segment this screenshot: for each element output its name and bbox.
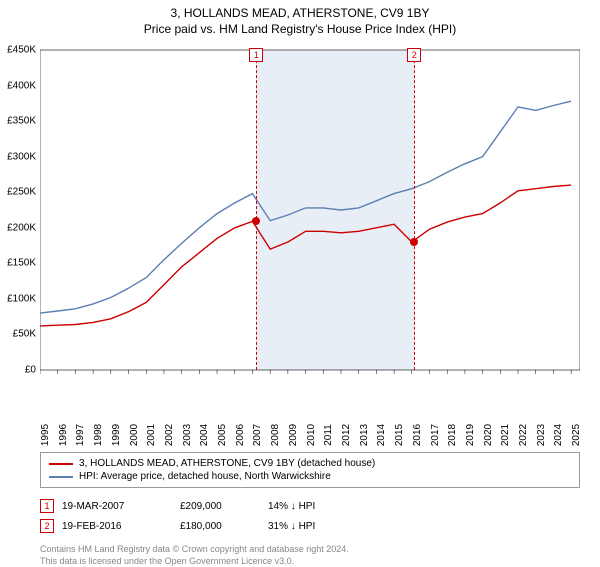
x-axis-label: 2001 <box>146 424 157 446</box>
chart-subtitle: Price paid vs. HM Land Registry's House … <box>0 20 600 40</box>
sale-price: £209,000 <box>180 501 260 512</box>
sale-row: 2 19-FEB-2016 £180,000 31% ↓ HPI <box>40 516 580 536</box>
x-axis-label: 2019 <box>465 424 476 446</box>
sale-point-marker <box>410 238 418 246</box>
footnote-line: Contains HM Land Registry data © Crown c… <box>40 544 580 556</box>
line-chart <box>40 40 580 380</box>
y-axis-label: £450K <box>7 45 36 56</box>
legend-item: 3, HOLLANDS MEAD, ATHERSTONE, CV9 1BY (d… <box>49 457 571 470</box>
legend: 3, HOLLANDS MEAD, ATHERSTONE, CV9 1BY (d… <box>40 452 580 488</box>
sale-row: 1 19-MAR-2007 £209,000 14% ↓ HPI <box>40 496 580 516</box>
legend-item: HPI: Average price, detached house, Nort… <box>49 470 571 483</box>
x-axis-label: 1999 <box>111 424 122 446</box>
y-axis-label: £200K <box>7 222 36 233</box>
x-axis-label: 1998 <box>93 424 104 446</box>
x-axis-label: 2024 <box>553 424 564 446</box>
x-axis-label: 2023 <box>536 424 547 446</box>
x-axis-label: 2012 <box>341 424 352 446</box>
y-axis-label: £400K <box>7 80 36 91</box>
x-axis-label: 2000 <box>129 424 140 446</box>
x-axis-label: 2021 <box>500 424 511 446</box>
x-axis-label: 2003 <box>182 424 193 446</box>
x-axis-label: 2007 <box>252 424 263 446</box>
x-axis-label: 1996 <box>58 424 69 446</box>
sale-diff: 31% ↓ HPI <box>268 521 358 532</box>
x-axis-label: 2002 <box>164 424 175 446</box>
x-axis-label: 2014 <box>376 424 387 446</box>
y-axis-label: £150K <box>7 258 36 269</box>
legend-swatch <box>49 463 73 465</box>
x-axis-label: 2017 <box>430 424 441 446</box>
x-axis-label: 2004 <box>199 424 210 446</box>
x-axis-label: 2008 <box>270 424 281 446</box>
y-axis-label: £250K <box>7 187 36 198</box>
sale-point-marker <box>252 217 260 225</box>
x-axis-label: 2025 <box>571 424 582 446</box>
sale-point-label: 2 <box>407 48 421 62</box>
x-axis-label: 1997 <box>75 424 86 446</box>
footnote-line: This data is licensed under the Open Gov… <box>40 556 580 567</box>
x-axis-label: 2006 <box>235 424 246 446</box>
x-axis-label: 2011 <box>323 424 334 446</box>
x-axis-label: 2022 <box>518 424 529 446</box>
x-axis-label: 2010 <box>306 424 317 446</box>
x-axis-label: 2020 <box>483 424 494 446</box>
x-axis-label: 1995 <box>40 424 51 446</box>
sale-marker: 2 <box>40 519 54 533</box>
x-axis-label: 2009 <box>288 424 299 446</box>
sale-diff: 14% ↓ HPI <box>268 501 358 512</box>
chart-title: 3, HOLLANDS MEAD, ATHERSTONE, CV9 1BY <box>0 0 600 20</box>
x-axis-label: 2018 <box>447 424 458 446</box>
sale-vline <box>256 50 257 370</box>
footnote: Contains HM Land Registry data © Crown c… <box>40 544 580 567</box>
sale-price: £180,000 <box>180 521 260 532</box>
sale-point-label: 1 <box>249 48 263 62</box>
y-axis-label: £100K <box>7 293 36 304</box>
sales-table: 1 19-MAR-2007 £209,000 14% ↓ HPI 2 19-FEB-201… <box>40 496 580 536</box>
legend-label: HPI: Average price, detached house, Nort… <box>79 471 331 482</box>
x-axis-label: 2015 <box>394 424 405 446</box>
y-axis-label: £350K <box>7 116 36 127</box>
legend-label: 3, HOLLANDS MEAD, ATHERSTONE, CV9 1BY (d… <box>79 458 375 469</box>
y-axis-label: £50K <box>13 329 36 340</box>
sale-vline <box>414 50 415 370</box>
sale-marker: 1 <box>40 499 54 513</box>
x-axis-label: 2016 <box>412 424 423 446</box>
y-axis-label: £0 <box>25 365 36 376</box>
legend-swatch <box>49 476 73 478</box>
x-axis-label: 2005 <box>217 424 228 446</box>
sale-date: 19-FEB-2016 <box>62 521 172 532</box>
chart-area: £0£50K£100K£150K£200K£250K£300K£350K£400… <box>40 40 600 400</box>
y-axis-label: £300K <box>7 151 36 162</box>
x-axis-label: 2013 <box>359 424 370 446</box>
sale-date: 19-MAR-2007 <box>62 501 172 512</box>
